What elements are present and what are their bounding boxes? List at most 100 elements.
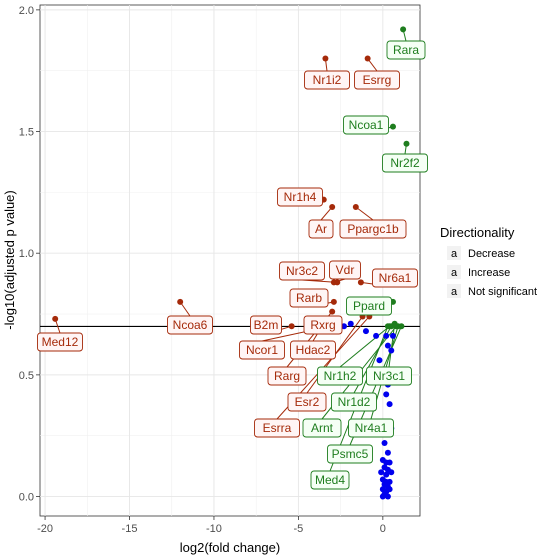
label-ncoa1: Ncoa1 — [343, 115, 389, 135]
point-not-significant — [384, 493, 391, 500]
y-tick-label: 0.5 — [19, 370, 34, 382]
point-increase — [384, 323, 391, 330]
label-psmc5: Psmc5 — [327, 444, 373, 464]
point-not-significant — [383, 391, 390, 398]
label-text: Rxrg — [310, 318, 335, 332]
label-box — [37, 332, 83, 352]
label-text: Nr3c2 — [286, 264, 318, 278]
label-esrrg: Esrrg — [354, 70, 400, 90]
x-tick-label: -5 — [294, 523, 304, 535]
connector-nr3c1 — [388, 323, 396, 368]
label-box — [287, 392, 327, 412]
point-not-significant — [384, 449, 391, 456]
x-axis-ticks: -20 -15 -10 -5 0 — [37, 516, 386, 535]
label-box — [308, 219, 334, 239]
legend-label: Not significant — [468, 286, 537, 298]
y-axis-title: -log10(adjusted p value) — [2, 190, 17, 329]
label-text: Ncor1 — [246, 343, 278, 357]
label-box — [327, 444, 373, 464]
label-box — [372, 268, 418, 288]
label-text: Rara — [393, 43, 419, 57]
label-box — [310, 470, 350, 490]
label-box — [354, 70, 400, 90]
label-box — [239, 340, 285, 360]
label-b2m: B2m — [250, 315, 282, 335]
point-not-significant — [383, 332, 390, 339]
label-text: Med4 — [315, 473, 345, 487]
x-tick-label: -10 — [206, 523, 222, 535]
label-text: Nr1d2 — [338, 395, 371, 409]
label-med12: Med12 — [37, 332, 83, 352]
label-nr3c2: Nr3c2 — [279, 261, 325, 281]
label-box — [386, 40, 426, 60]
label-box — [317, 366, 363, 386]
label-box — [250, 315, 282, 335]
point-not-significant — [388, 469, 395, 476]
label-text: Ppard — [353, 299, 385, 313]
label-nr1h4: Nr1h4 — [277, 187, 323, 207]
label-box — [267, 366, 307, 386]
label-nr3c1: Nr3c1 — [366, 366, 412, 386]
label-text: Nr1h2 — [324, 369, 357, 383]
legend-key-bg — [447, 246, 461, 260]
point-decrease — [322, 55, 329, 62]
point-not-significant — [386, 459, 393, 466]
legend-label: Increase — [468, 267, 510, 279]
grid — [40, 5, 420, 516]
label-text: Rarg — [274, 369, 300, 383]
label-box — [348, 418, 394, 438]
label-box — [304, 70, 350, 90]
point-not-significant — [362, 328, 369, 335]
point-increase — [398, 323, 405, 330]
label-nr1i2: Nr1i2 — [304, 70, 350, 90]
point-not-significant — [381, 440, 388, 446]
legend-key-increase: a — [447, 265, 461, 279]
label-text: Psmc5 — [332, 447, 369, 461]
label-nr6a1: Nr6a1 — [372, 268, 418, 288]
label-box — [303, 315, 343, 335]
label-box — [302, 418, 342, 438]
x-axis-title: log2(fold change) — [180, 540, 280, 555]
label-hdac2: Hdac2 — [290, 340, 336, 360]
point-not-significant — [386, 478, 393, 485]
point-decrease — [357, 279, 364, 286]
label-text: Ppargc1b — [347, 222, 399, 236]
legend-key-not-significant: a — [447, 284, 461, 298]
label-box — [339, 219, 407, 239]
label-text: Nr1h4 — [284, 190, 317, 204]
label-text: Hdac2 — [296, 343, 331, 357]
legend-key-glyph: a — [451, 286, 458, 298]
label-vdr: Vdr — [329, 260, 361, 280]
y-tick-label: 1.0 — [19, 248, 34, 260]
point-not-significant — [373, 332, 380, 339]
label-arnt: Arnt — [302, 418, 342, 438]
label-text: Nr1i2 — [313, 73, 342, 87]
legend-title: Directionality — [440, 225, 515, 240]
label-nr4a1: Nr4a1 — [348, 418, 394, 438]
legend-key-bg — [447, 284, 461, 298]
label-text: Esrrg — [363, 73, 392, 87]
legend-key-bg — [447, 265, 461, 279]
point-increase — [389, 123, 396, 130]
label-ar: Ar — [308, 219, 334, 239]
point-decrease — [364, 55, 371, 62]
label-med4: Med4 — [310, 470, 350, 490]
label-text: Rarb — [296, 291, 322, 305]
label-ppard: Ppard — [346, 296, 392, 316]
y-tick-label: 0.0 — [19, 492, 34, 504]
label-box — [277, 187, 323, 207]
label-text: Nr6a1 — [379, 271, 412, 285]
label-box — [290, 340, 336, 360]
label-text: Nr4a1 — [355, 421, 388, 435]
label-ncoa6: Ncoa6 — [167, 315, 213, 335]
connector-ppargc1b — [355, 206, 374, 221]
label-text: Nr3c1 — [373, 369, 405, 383]
label-text: Ncoa1 — [349, 118, 384, 132]
legend-label: Decrease — [468, 248, 515, 260]
y-axis-ticks: 0.0 0.5 1.0 1.5 2.0 — [19, 5, 40, 504]
label-nr1h2: Nr1h2 — [317, 366, 363, 386]
label-box — [382, 153, 428, 173]
label-text: Ar — [315, 222, 327, 236]
label-nr2f2: Nr2f2 — [382, 153, 428, 173]
